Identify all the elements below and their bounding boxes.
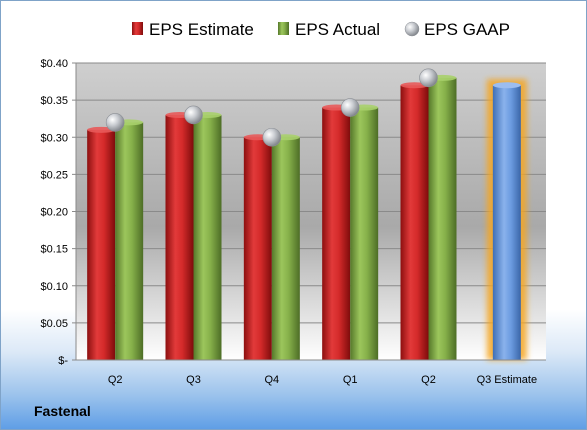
x-tick-label: Q2 bbox=[108, 374, 123, 386]
legend-swatch bbox=[132, 22, 143, 35]
y-tick-label: $0.10 bbox=[40, 281, 68, 293]
bar-eps-estimate bbox=[87, 129, 116, 360]
marker-eps-gaap bbox=[105, 113, 125, 132]
bar-eps-estimate bbox=[400, 85, 429, 361]
marker-eps-gaap bbox=[262, 127, 282, 147]
bars bbox=[87, 68, 527, 361]
bar-eps-actual bbox=[428, 77, 457, 360]
y-tick-label: $0.25 bbox=[40, 169, 68, 181]
bar-eps-actual bbox=[271, 137, 300, 360]
x-tick-label: Q3 bbox=[186, 374, 201, 386]
marker-eps-gaap bbox=[184, 105, 203, 125]
bar-eps-estimate bbox=[243, 137, 272, 360]
x-axis: Q2 Q3 Q4 Q1 Q2 Q3 Estimate bbox=[76, 359, 546, 386]
x-tick-label: Q3 Estimate bbox=[477, 374, 538, 386]
legend-swatch bbox=[278, 22, 289, 35]
bar-eps-actual bbox=[350, 107, 379, 360]
y-tick-label: $0.30 bbox=[40, 132, 68, 144]
y-tick-label: $0.15 bbox=[40, 244, 68, 256]
company-name: Fastenal bbox=[34, 403, 91, 419]
marker-eps-gaap bbox=[340, 98, 360, 117]
bar-eps-actual bbox=[193, 114, 222, 360]
legend-label: EPS Actual bbox=[295, 20, 380, 39]
y-tick-label: $0.05 bbox=[40, 318, 68, 330]
y-axis: $- $0.05 $0.10 $0.15 $0.20 $0.25 $0.30 $0.35 $0.… bbox=[40, 58, 77, 367]
x-tick-label: Q4 bbox=[264, 374, 279, 386]
y-tick-label: $0.35 bbox=[40, 95, 68, 107]
legend-label: EPS Estimate bbox=[149, 20, 254, 39]
y-tick-label: $0.40 bbox=[40, 58, 68, 70]
bar-eps-estimate bbox=[165, 114, 194, 360]
y-tick-label: $0.20 bbox=[40, 207, 68, 219]
bar-q3-estimate bbox=[492, 85, 521, 361]
legend-swatch bbox=[404, 21, 420, 37]
marker-eps-gaap bbox=[419, 68, 438, 88]
bar-eps-estimate bbox=[322, 107, 351, 360]
legend-label: EPS GAAP bbox=[424, 20, 510, 39]
legend: EPS Estimate EPS Actual EPS GAAP bbox=[132, 20, 510, 39]
y-tick-label: $- bbox=[58, 355, 68, 367]
bar-eps-actual bbox=[115, 122, 144, 361]
x-tick-label: Q2 bbox=[421, 374, 436, 386]
eps-chart: EPS Estimate EPS Actual EPS GAAP $- $0.05 $0… bbox=[40, 20, 546, 386]
bar-q3-estimate-cap bbox=[492, 82, 521, 89]
x-tick-label: Q1 bbox=[343, 374, 358, 386]
